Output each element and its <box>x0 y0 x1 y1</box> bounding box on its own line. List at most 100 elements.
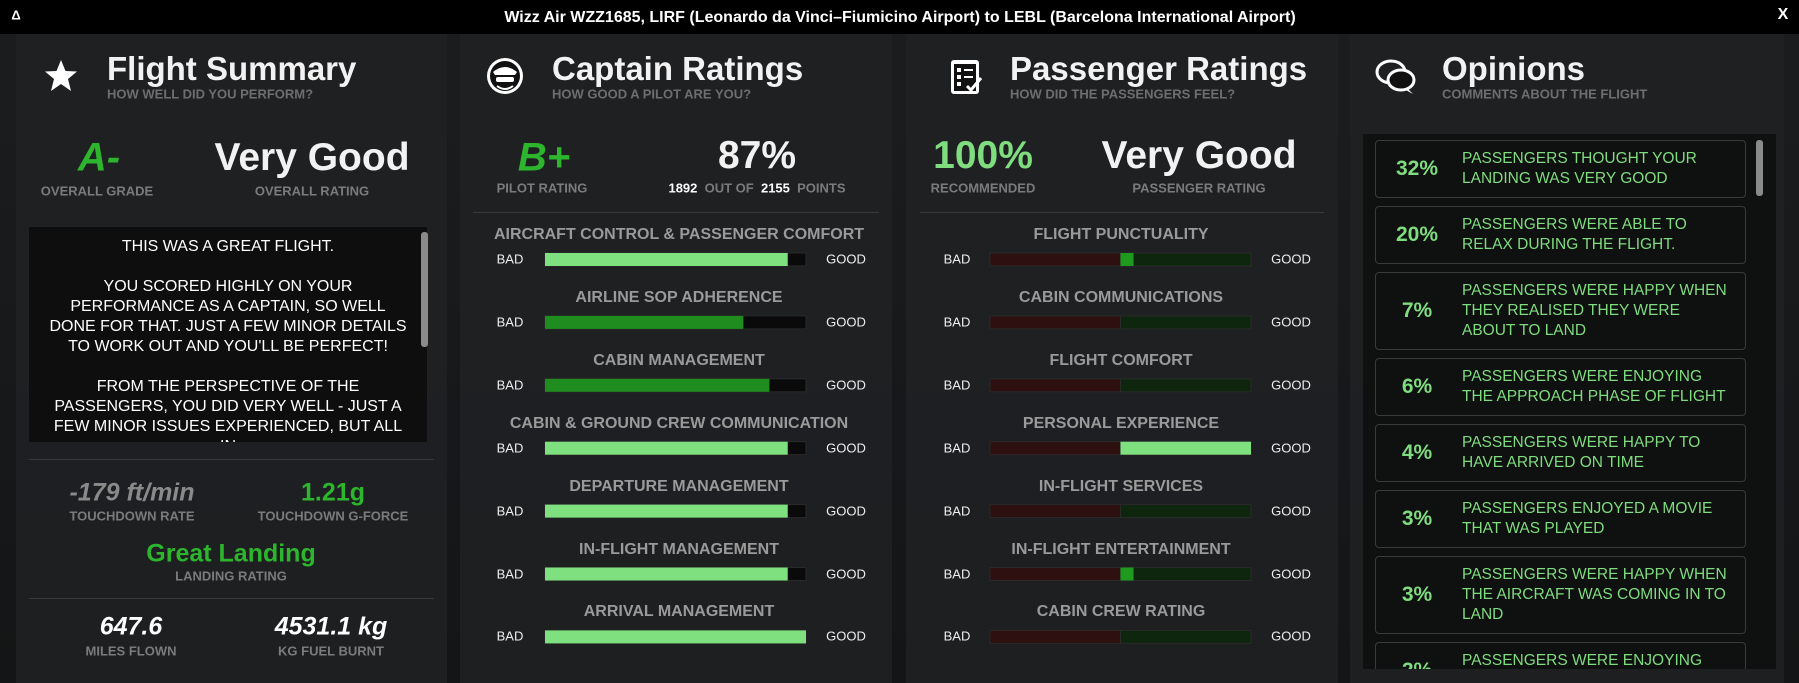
bad-label: BAD <box>496 440 524 456</box>
opinion-text: PASSENGERS WERE HAPPY TO HAVE ARRIVED ON… <box>1462 434 1701 471</box>
scrollbar[interactable] <box>421 232 428 347</box>
rating-name: CABIN & GROUND CREW COMMUNICATION <box>509 414 849 432</box>
panel-title: Captain Ratings <box>552 50 804 87</box>
landing-rating: Great Landing <box>146 539 316 568</box>
opinion-card: 4% PASSENGERS WERE HAPPY TO HAVE ARRIVED … <box>1375 424 1746 482</box>
label: KG FUEL BURNT <box>278 643 384 659</box>
bar <box>545 315 744 329</box>
good-label: GOOD <box>826 440 866 456</box>
rating-name: IN-FLIGHT MANAGEMENT <box>579 540 779 558</box>
separator <box>473 212 879 213</box>
label: TOUCHDOWN G-FORCE <box>257 508 409 524</box>
separator <box>920 212 1324 213</box>
label: LANDING RATING <box>175 568 287 584</box>
opinion-percent: 6% <box>1401 375 1433 398</box>
rating-name: FLIGHT PUNCTUALITY <box>1033 226 1209 243</box>
label: OUT OF <box>704 180 754 196</box>
opinion-percent: 4% <box>1401 441 1433 464</box>
bar <box>545 504 788 518</box>
opinion-percent: 3% <box>1401 583 1433 606</box>
rating-name: AIRLINE SOP ADHERENCE <box>575 288 783 306</box>
good-label: GOOD <box>1271 566 1311 581</box>
rating-name: CABIN COMMUNICATIONS <box>1018 288 1224 306</box>
label: PASSENGER RATING <box>1132 180 1266 196</box>
opinion-percent: 20% <box>1395 223 1439 246</box>
opinion-text: PASSENGERS WERE ABLE TO RELAX DURING THE… <box>1462 216 1687 253</box>
message-paragraph: FROM THE PERSPECTIVE OF THE PASSENGERS, … <box>53 378 403 442</box>
bad-label: BAD <box>943 377 971 393</box>
bar-track <box>1120 315 1252 330</box>
good-label: GOOD <box>826 377 866 393</box>
rating-name: ARRIVAL MANAGEMENT <box>583 603 775 621</box>
summary-message: THIS WAS A GREAT FLIGHT. YOU SCORED HIGHL… <box>29 227 427 442</box>
opinion-percent: 32% <box>1395 157 1439 180</box>
opinions-list: 32% PASSENGERS THOUGHT YOUR LANDING WAS V… <box>1363 134 1776 669</box>
bar-track <box>1120 629 1252 644</box>
bad-label: BAD <box>943 628 971 644</box>
panel-subtitle: HOW DID THE PASSENGERS FEEL? <box>1010 86 1236 102</box>
bar <box>545 567 788 581</box>
bar <box>1120 441 1251 455</box>
scrollbar[interactable] <box>1756 140 1763 196</box>
bar-track <box>989 567 1121 581</box>
rating-name: PERSONAL EXPERIENCE <box>1022 414 1220 432</box>
bad-label: BAD <box>943 314 971 330</box>
panel-title: Passenger Ratings <box>1010 50 1308 87</box>
opinion-text: PASSENGERS ENJOYED A MOVIE THAT WAS PLAY… <box>1462 500 1713 537</box>
opinion-card: 20% PASSENGERS WERE ABLE TO RELAX DURING … <box>1375 206 1746 264</box>
rating-name: CABIN CREW RATING <box>1036 603 1206 621</box>
good-label: GOOD <box>1271 440 1311 456</box>
recommended: 100% <box>933 134 1033 177</box>
panel-title: Opinions <box>1442 50 1585 87</box>
pilot-grade: B+ <box>517 135 571 180</box>
bar <box>545 441 788 455</box>
bad-label: BAD <box>496 314 524 330</box>
rating-name: CABIN MANAGEMENT <box>593 351 765 369</box>
clipboard-icon <box>951 60 983 94</box>
opinion-card: 3% PASSENGERS ENJOYED A MOVIE THAT WAS PL… <box>1375 490 1746 548</box>
opinion-percent: 2% <box>1386 659 1448 669</box>
captain-icon <box>487 58 523 94</box>
label: MILES FLOWN <box>85 643 177 659</box>
points: 1892 <box>668 180 698 196</box>
panel-subtitle: COMMENTS ABOUT THE FLIGHT <box>1442 86 1648 102</box>
close-button[interactable]: X <box>1777 6 1789 23</box>
bar <box>545 630 806 644</box>
bar-track <box>1120 504 1252 519</box>
opinion-percent: 7% <box>1401 299 1433 322</box>
good-label: GOOD <box>826 503 866 519</box>
bad-label: BAD <box>496 251 524 267</box>
chat-icon <box>1375 59 1416 94</box>
message-paragraph: THIS WAS A GREAT FLIGHT. <box>121 238 335 255</box>
good-label: GOOD <box>826 251 866 267</box>
separator <box>29 459 434 460</box>
good-label: GOOD <box>826 314 866 330</box>
panel-title: Flight Summary <box>107 50 357 87</box>
good-label: GOOD <box>1271 251 1311 267</box>
opinion-card: 32% PASSENGERS THOUGHT YOUR LANDING WAS V… <box>1375 140 1746 198</box>
message-paragraph: YOU SCORED HIGHLY ON YOUR PERFORMANCE AS… <box>49 278 407 355</box>
overall-rating: Very Good <box>214 136 410 179</box>
bar <box>1120 253 1134 266</box>
opinion-text: PASSENGERS WERE ENJOYING THE <box>1462 652 1703 669</box>
opinion-card: 2% PASSENGERS WERE ENJOYING THE <box>1375 642 1746 669</box>
good-label: GOOD <box>826 566 866 581</box>
bad-label: BAD <box>943 503 971 519</box>
total-points: 2155 <box>760 180 790 196</box>
label: TOUCHDOWN RATE <box>69 508 195 524</box>
label: POINTS <box>797 180 846 196</box>
opinion-card: 3% PASSENGERS WERE HAPPY WHEN THE AIRCRAF… <box>1375 556 1746 634</box>
label: OVERALL GRADE <box>40 183 154 199</box>
separator <box>29 598 434 599</box>
overall-grade: A- <box>77 135 121 180</box>
bad-label: BAD <box>943 440 971 456</box>
miles-flown: 647.6 <box>99 612 163 641</box>
collapse-button[interactable]: Δ <box>11 7 21 23</box>
good-label: GOOD <box>1271 314 1311 330</box>
bad-label: BAD <box>496 628 524 644</box>
label: OVERALL RATING <box>254 183 370 199</box>
opinion-text: PASSENGERS WERE HAPPY WHEN THE AIRCRAFT … <box>1462 566 1727 623</box>
window-title: Wizz Air WZZ1685, LIRF (Leonardo da Vinc… <box>504 9 1296 26</box>
